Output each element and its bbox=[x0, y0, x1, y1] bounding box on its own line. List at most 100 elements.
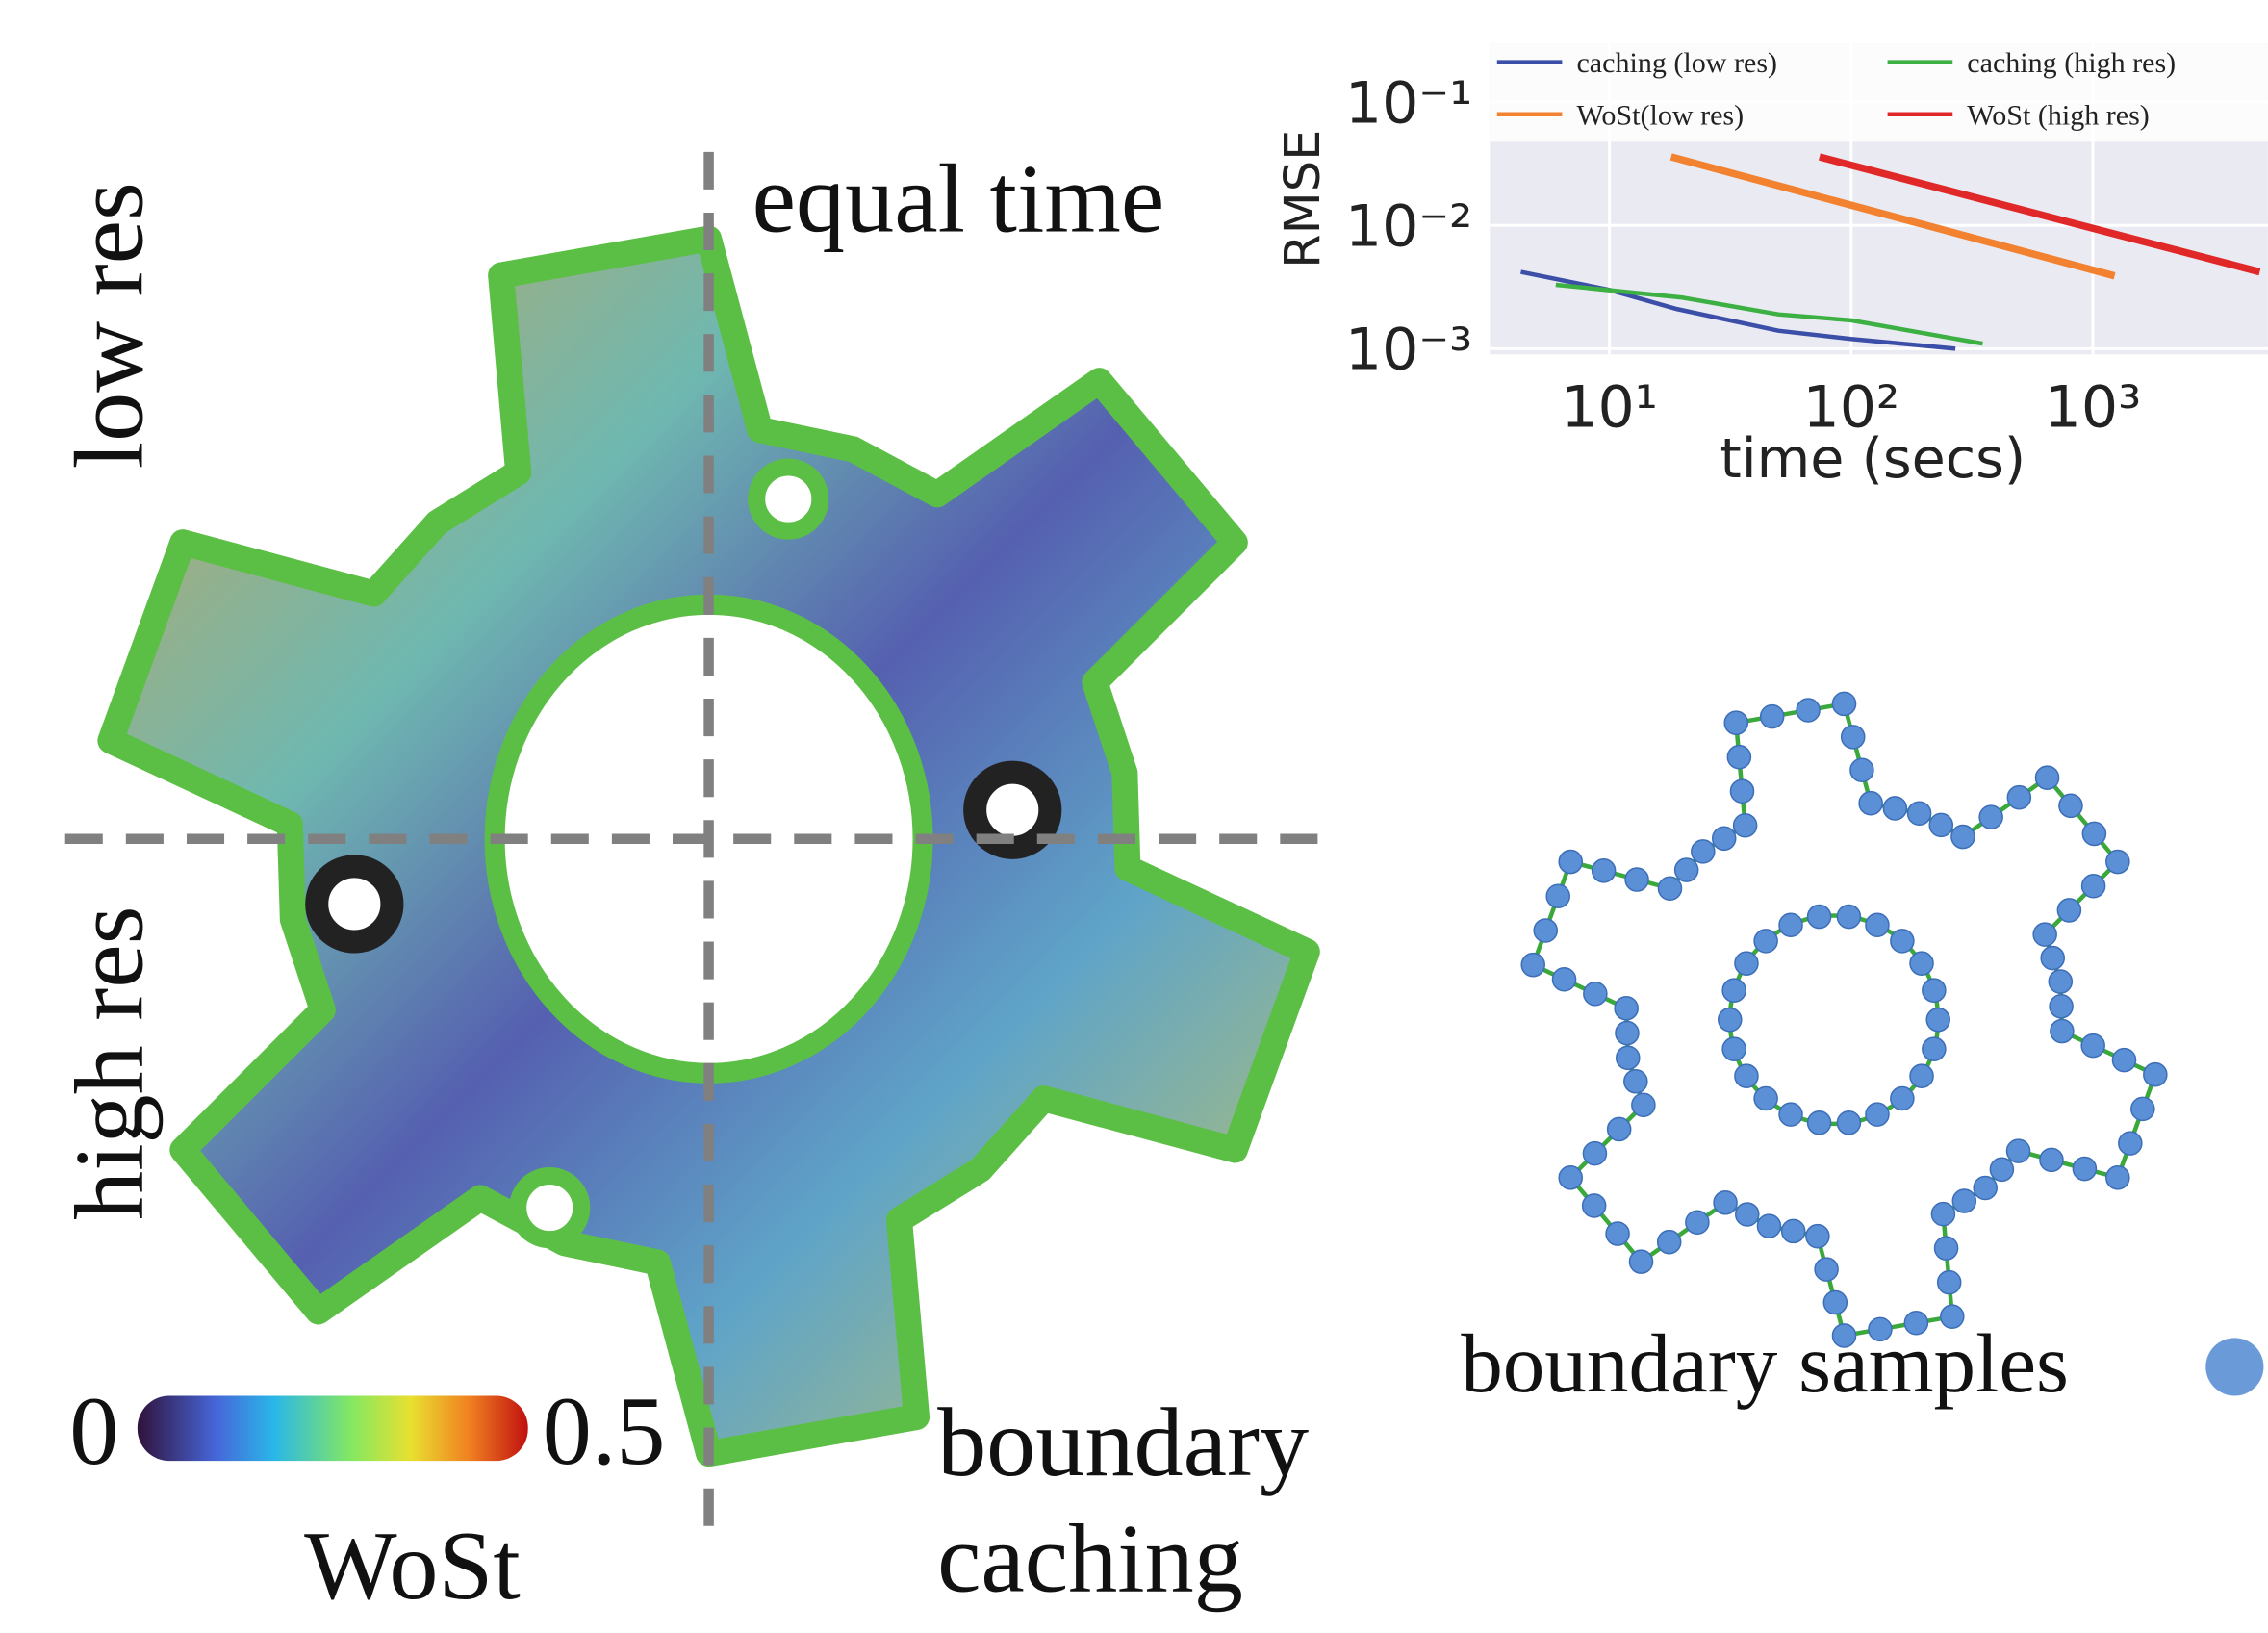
sample-dot bbox=[1779, 1103, 1802, 1126]
small-hole bbox=[756, 468, 820, 531]
sample-dot bbox=[1754, 930, 1777, 953]
legend-label: caching (high res) bbox=[1967, 46, 2176, 79]
sample-dot bbox=[1658, 877, 1681, 900]
sample-dot bbox=[1719, 1008, 1742, 1032]
sample-dot bbox=[2119, 1132, 2142, 1155]
sample-dot bbox=[1686, 1211, 1709, 1234]
sample-dot bbox=[1883, 797, 1906, 820]
sample-dot bbox=[1952, 1189, 1975, 1212]
sample-dot bbox=[2112, 1049, 2135, 1072]
sample-dot bbox=[2059, 794, 2082, 817]
sample-dot bbox=[1722, 1037, 1746, 1060]
sample-dot bbox=[1615, 997, 1638, 1020]
sample-dot bbox=[1606, 1222, 1629, 1245]
sample-dot bbox=[1910, 1064, 1933, 1087]
x-tick-label: 10³ bbox=[2045, 373, 2142, 441]
sample-dot bbox=[2040, 1148, 2063, 1171]
sample-dot bbox=[1730, 779, 1753, 803]
figure: low res high res equal time boundary cac… bbox=[0, 0, 2268, 1633]
sample-dot bbox=[1806, 1225, 1829, 1248]
sample-dot bbox=[1724, 711, 1747, 734]
sample-dot bbox=[2082, 875, 2105, 898]
colorbar-min: 0 bbox=[69, 1377, 118, 1486]
small-hole bbox=[518, 1176, 581, 1239]
colorbar-max: 0.5 bbox=[543, 1377, 666, 1486]
sample-dot bbox=[1559, 851, 1582, 874]
label: high res bbox=[55, 906, 164, 1220]
page: {"labels": {"low_res": "low res", "high_… bbox=[0, 0, 2268, 1633]
sample-dot bbox=[1713, 827, 1736, 850]
x-axis-label: time (secs) bbox=[1720, 427, 2026, 491]
sample-dot bbox=[2082, 822, 2105, 845]
y-tick-label: 10⁻² bbox=[1345, 192, 1472, 260]
sample-dot bbox=[1974, 1176, 1997, 1199]
sample-dot bbox=[1808, 906, 1831, 929]
sample-dot bbox=[2007, 786, 2030, 809]
sample-dot bbox=[2081, 1034, 2104, 1058]
sample-dot bbox=[1908, 802, 1931, 825]
sample-dot bbox=[1866, 1103, 1889, 1126]
sample-dot bbox=[1629, 1250, 1652, 1273]
sample-dot bbox=[1808, 1111, 1831, 1135]
sample-dot bbox=[1559, 1166, 1582, 1189]
source-ring bbox=[317, 866, 392, 941]
sample-dot bbox=[1815, 1258, 1838, 1281]
sample-dot bbox=[1714, 1191, 1737, 1214]
y-tick-label: 10⁻³ bbox=[1345, 316, 1472, 383]
sample-dot bbox=[1675, 858, 1698, 881]
sample-dot bbox=[1632, 1093, 1655, 1116]
label: low res bbox=[55, 182, 164, 469]
colorbar-label: WoSt bbox=[304, 1512, 521, 1620]
sample-dot bbox=[2073, 1158, 2096, 1181]
sample-dot bbox=[1837, 906, 1860, 929]
sample-dot bbox=[2050, 995, 2073, 1018]
sample-dot bbox=[1735, 952, 1758, 975]
sample-dot bbox=[1990, 1158, 2013, 1181]
legend-label: WoSt(low res) bbox=[1576, 98, 1744, 131]
sample-dot bbox=[1546, 884, 1569, 907]
sample-dot bbox=[1736, 1203, 1759, 1226]
sample-dot bbox=[1926, 1008, 1949, 1032]
label: caching bbox=[937, 1504, 1243, 1613]
sample-dot bbox=[1797, 699, 1820, 722]
colorbar bbox=[138, 1395, 528, 1461]
sample-dot bbox=[1727, 746, 1750, 769]
sample-dot bbox=[1722, 979, 1746, 1002]
label: boundary bbox=[937, 1389, 1309, 1497]
sample-dot bbox=[1779, 913, 1802, 936]
sample-dot bbox=[1923, 1037, 1946, 1060]
sample-dot bbox=[1850, 758, 1873, 781]
sample-dot bbox=[1951, 826, 1975, 849]
legend-label: caching (low res) bbox=[1576, 46, 1777, 79]
sample-dot bbox=[1859, 792, 1882, 815]
sample-dot bbox=[1866, 913, 1889, 936]
sample-dot bbox=[1938, 1271, 1961, 1294]
sample-dot bbox=[1625, 868, 1648, 891]
sample-dot bbox=[1624, 1070, 1647, 1093]
label: boundary samples bbox=[1461, 1316, 2069, 1410]
y-axis-label: RMSE bbox=[1275, 130, 1332, 268]
sample-dot bbox=[1837, 1111, 1860, 1135]
sample-dot bbox=[1832, 692, 1855, 715]
sample-dot bbox=[1583, 1142, 1606, 1165]
sample-dot bbox=[2033, 923, 2056, 946]
sample-dot bbox=[1757, 1214, 1780, 1238]
sample-dot bbox=[1616, 1022, 1639, 1045]
sample-dot bbox=[1891, 1086, 1914, 1110]
sample-dot bbox=[1891, 930, 1914, 953]
sample-dot bbox=[1910, 952, 1933, 975]
sample-marker bbox=[2205, 1338, 2263, 1395]
sample-dot bbox=[1734, 814, 1757, 837]
sample-dot bbox=[2144, 1063, 2167, 1086]
sample-dot bbox=[1534, 919, 1557, 942]
sample-dot bbox=[2106, 851, 2129, 874]
boundary-sample-illustration bbox=[1521, 692, 2167, 1347]
sample-dot bbox=[2131, 1097, 2154, 1120]
sample-dot bbox=[1593, 859, 1616, 882]
sample-dot bbox=[1583, 1194, 1606, 1217]
sample-dot bbox=[1929, 813, 1952, 836]
sample-dot bbox=[2057, 899, 2080, 922]
sample-dot bbox=[1617, 1046, 1640, 1069]
sample-dot bbox=[1931, 1203, 1954, 1226]
